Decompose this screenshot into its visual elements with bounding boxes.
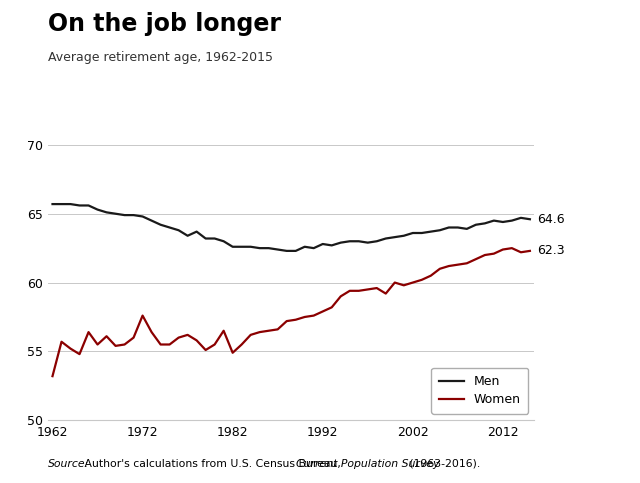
Text: 64.6: 64.6 — [537, 213, 564, 226]
Legend: Men, Women: Men, Women — [431, 368, 528, 414]
Text: (1963-2016).: (1963-2016). — [406, 458, 480, 469]
Text: Current Population Survey: Current Population Survey — [296, 458, 439, 469]
Text: 62.3: 62.3 — [537, 244, 564, 257]
Text: Author's calculations from U.S. Census Bureau,: Author's calculations from U.S. Census B… — [81, 458, 345, 469]
Text: Source:: Source: — [48, 458, 89, 469]
Text: Average retirement age, 1962-2015: Average retirement age, 1962-2015 — [48, 51, 273, 64]
Text: On the job longer: On the job longer — [48, 12, 281, 36]
